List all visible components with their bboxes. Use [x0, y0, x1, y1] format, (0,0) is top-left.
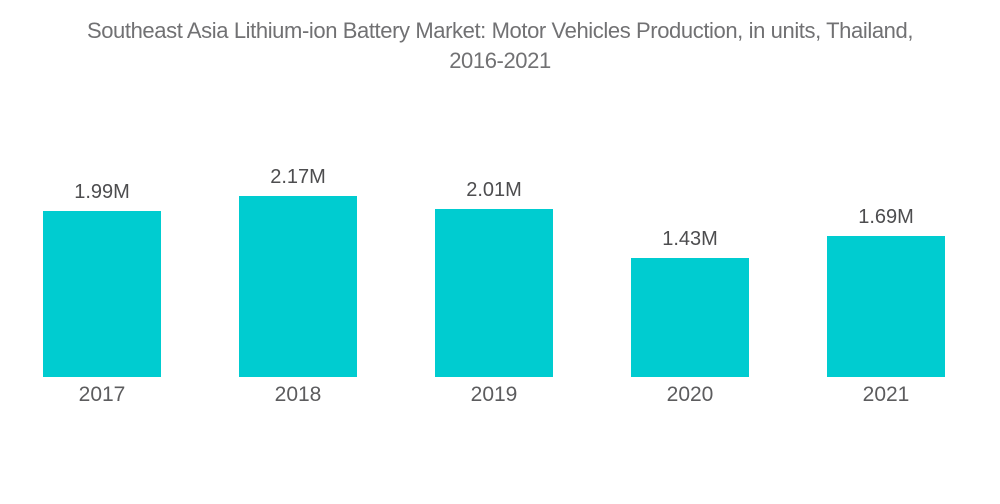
bar-group-2018: 2.17M: [200, 166, 396, 377]
x-tick-2018: 2018: [274, 383, 322, 406]
bar-2019: [435, 209, 553, 377]
bar-2020: [631, 258, 749, 377]
bar-group-2021: 1.69M: [788, 206, 984, 377]
bar-value-label-2018: 2.17M: [270, 166, 326, 188]
bar-2018: [239, 196, 357, 377]
bar-value-label-2017: 1.99M: [74, 181, 130, 203]
x-tick-2020: 2020: [666, 383, 714, 406]
bar-chart-plot-area: 1.99M 2.17M 2.01M 1.43M 1.69M: [4, 0, 984, 377]
chart-title-line-1: Southeast Asia Lithium-ion Battery Marke…: [86, 18, 914, 43]
bar-group-2020: 1.43M: [592, 228, 788, 377]
bar-value-label-2020: 1.43M: [662, 228, 718, 250]
chart-title-line-2: 2016-2021: [449, 48, 551, 73]
x-axis: 2017 2018 2019 2020 2021: [4, 383, 984, 407]
bar-group-2019: 2.01M: [396, 179, 592, 377]
bar-2021: [827, 236, 945, 377]
x-tick-2021: 2021: [862, 383, 910, 406]
bar-2017: [43, 211, 161, 377]
bar-value-label-2021: 1.69M: [858, 206, 914, 228]
bar-value-label-2019: 2.01M: [466, 179, 522, 201]
bar-group-2017: 1.99M: [4, 181, 200, 377]
x-tick-2019: 2019: [470, 383, 518, 406]
chart-title: Southeast Asia Lithium-ion Battery Marke…: [20, 16, 980, 76]
x-tick-2017: 2017: [78, 383, 126, 406]
